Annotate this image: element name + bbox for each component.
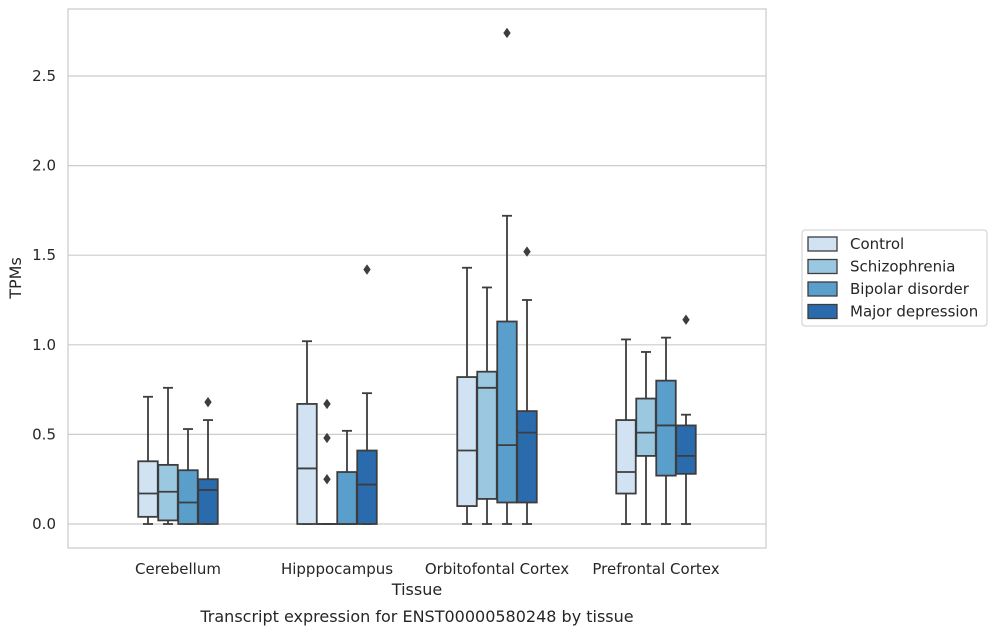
box-2-2 — [496, 27, 518, 525]
x-tick-label: Orbitofontal Cortex — [425, 560, 569, 578]
chart-caption: Transcript expression for ENST0000058024… — [199, 607, 633, 626]
box-3-0 — [197, 396, 219, 525]
legend: Control Schizophrenia Bipolar disorder Majo… — [801, 229, 988, 327]
outlier-marker — [204, 396, 212, 408]
outlier-marker — [523, 246, 531, 257]
box-iqr — [496, 320, 518, 504]
box-3-2 — [516, 246, 538, 525]
y-tick-label: 0.5 — [32, 425, 56, 443]
box-1-1 — [316, 398, 338, 525]
box-1-0 — [157, 386, 179, 525]
box-2-3 — [655, 336, 677, 525]
legend-swatch — [807, 236, 838, 252]
outlier-marker — [363, 264, 371, 275]
outlier-marker — [503, 27, 511, 39]
box-2-0 — [177, 428, 199, 525]
y-tick-label: 1.0 — [32, 336, 56, 354]
x-tick-label: Hipppocampus — [281, 560, 393, 578]
box-0-2 — [456, 266, 478, 525]
outlier-marker — [682, 314, 690, 325]
box-0-0 — [137, 395, 159, 525]
y-tick-label: 2.5 — [32, 67, 56, 85]
box-iqr — [177, 469, 199, 525]
box-iqr — [615, 419, 637, 495]
legend-swatch — [807, 303, 838, 320]
box-0-1 — [296, 340, 318, 525]
boxes — [137, 27, 697, 525]
outlier-marker — [323, 398, 331, 410]
box-iqr — [675, 424, 697, 475]
legend-swatch — [807, 281, 838, 297]
y-tick-label: 2.0 — [32, 157, 56, 175]
legend-label: Bipolar disorder — [850, 280, 970, 298]
box-iqr — [137, 460, 159, 518]
box-iqr — [456, 376, 478, 507]
box-iqr — [336, 471, 358, 525]
plot-area-frame — [67, 8, 767, 549]
outlier-marker — [323, 474, 331, 485]
box-3-3 — [675, 314, 697, 525]
legend-frame — [801, 229, 988, 327]
box-iqr — [655, 379, 677, 477]
box-0-3 — [615, 338, 637, 525]
x-axis-ticks: Cerebellum Hipppocampus Orbitofontal Corte… — [135, 560, 720, 578]
y-tick-label: 0.0 — [32, 515, 56, 533]
box-iqr — [296, 403, 318, 525]
legend-swatch — [807, 258, 838, 275]
box-iqr — [197, 478, 219, 525]
box-1-2 — [476, 286, 498, 525]
box-1-3 — [635, 351, 657, 525]
legend-label: Schizophrenia — [850, 258, 955, 276]
x-axis-label: Tissue — [391, 580, 442, 599]
y-axis-label: TPMs — [6, 257, 25, 300]
y-tick-label: 1.5 — [32, 246, 56, 264]
box-3-1 — [356, 264, 378, 525]
box-iqr — [516, 410, 538, 504]
box-iqr — [356, 449, 378, 525]
x-tick-label: Prefrontal Cortex — [592, 560, 719, 578]
y-axis-ticks: 0.0 0.5 1.0 1.5 2.0 2.5 — [32, 67, 56, 533]
legend-label: Control — [850, 235, 904, 253]
legend-label: Major depression — [850, 303, 978, 321]
x-tick-label: Cerebellum — [135, 560, 221, 578]
box-iqr — [635, 397, 657, 457]
box-2-1 — [336, 429, 358, 525]
box-iqr — [476, 370, 498, 500]
outlier-marker — [323, 432, 331, 444]
